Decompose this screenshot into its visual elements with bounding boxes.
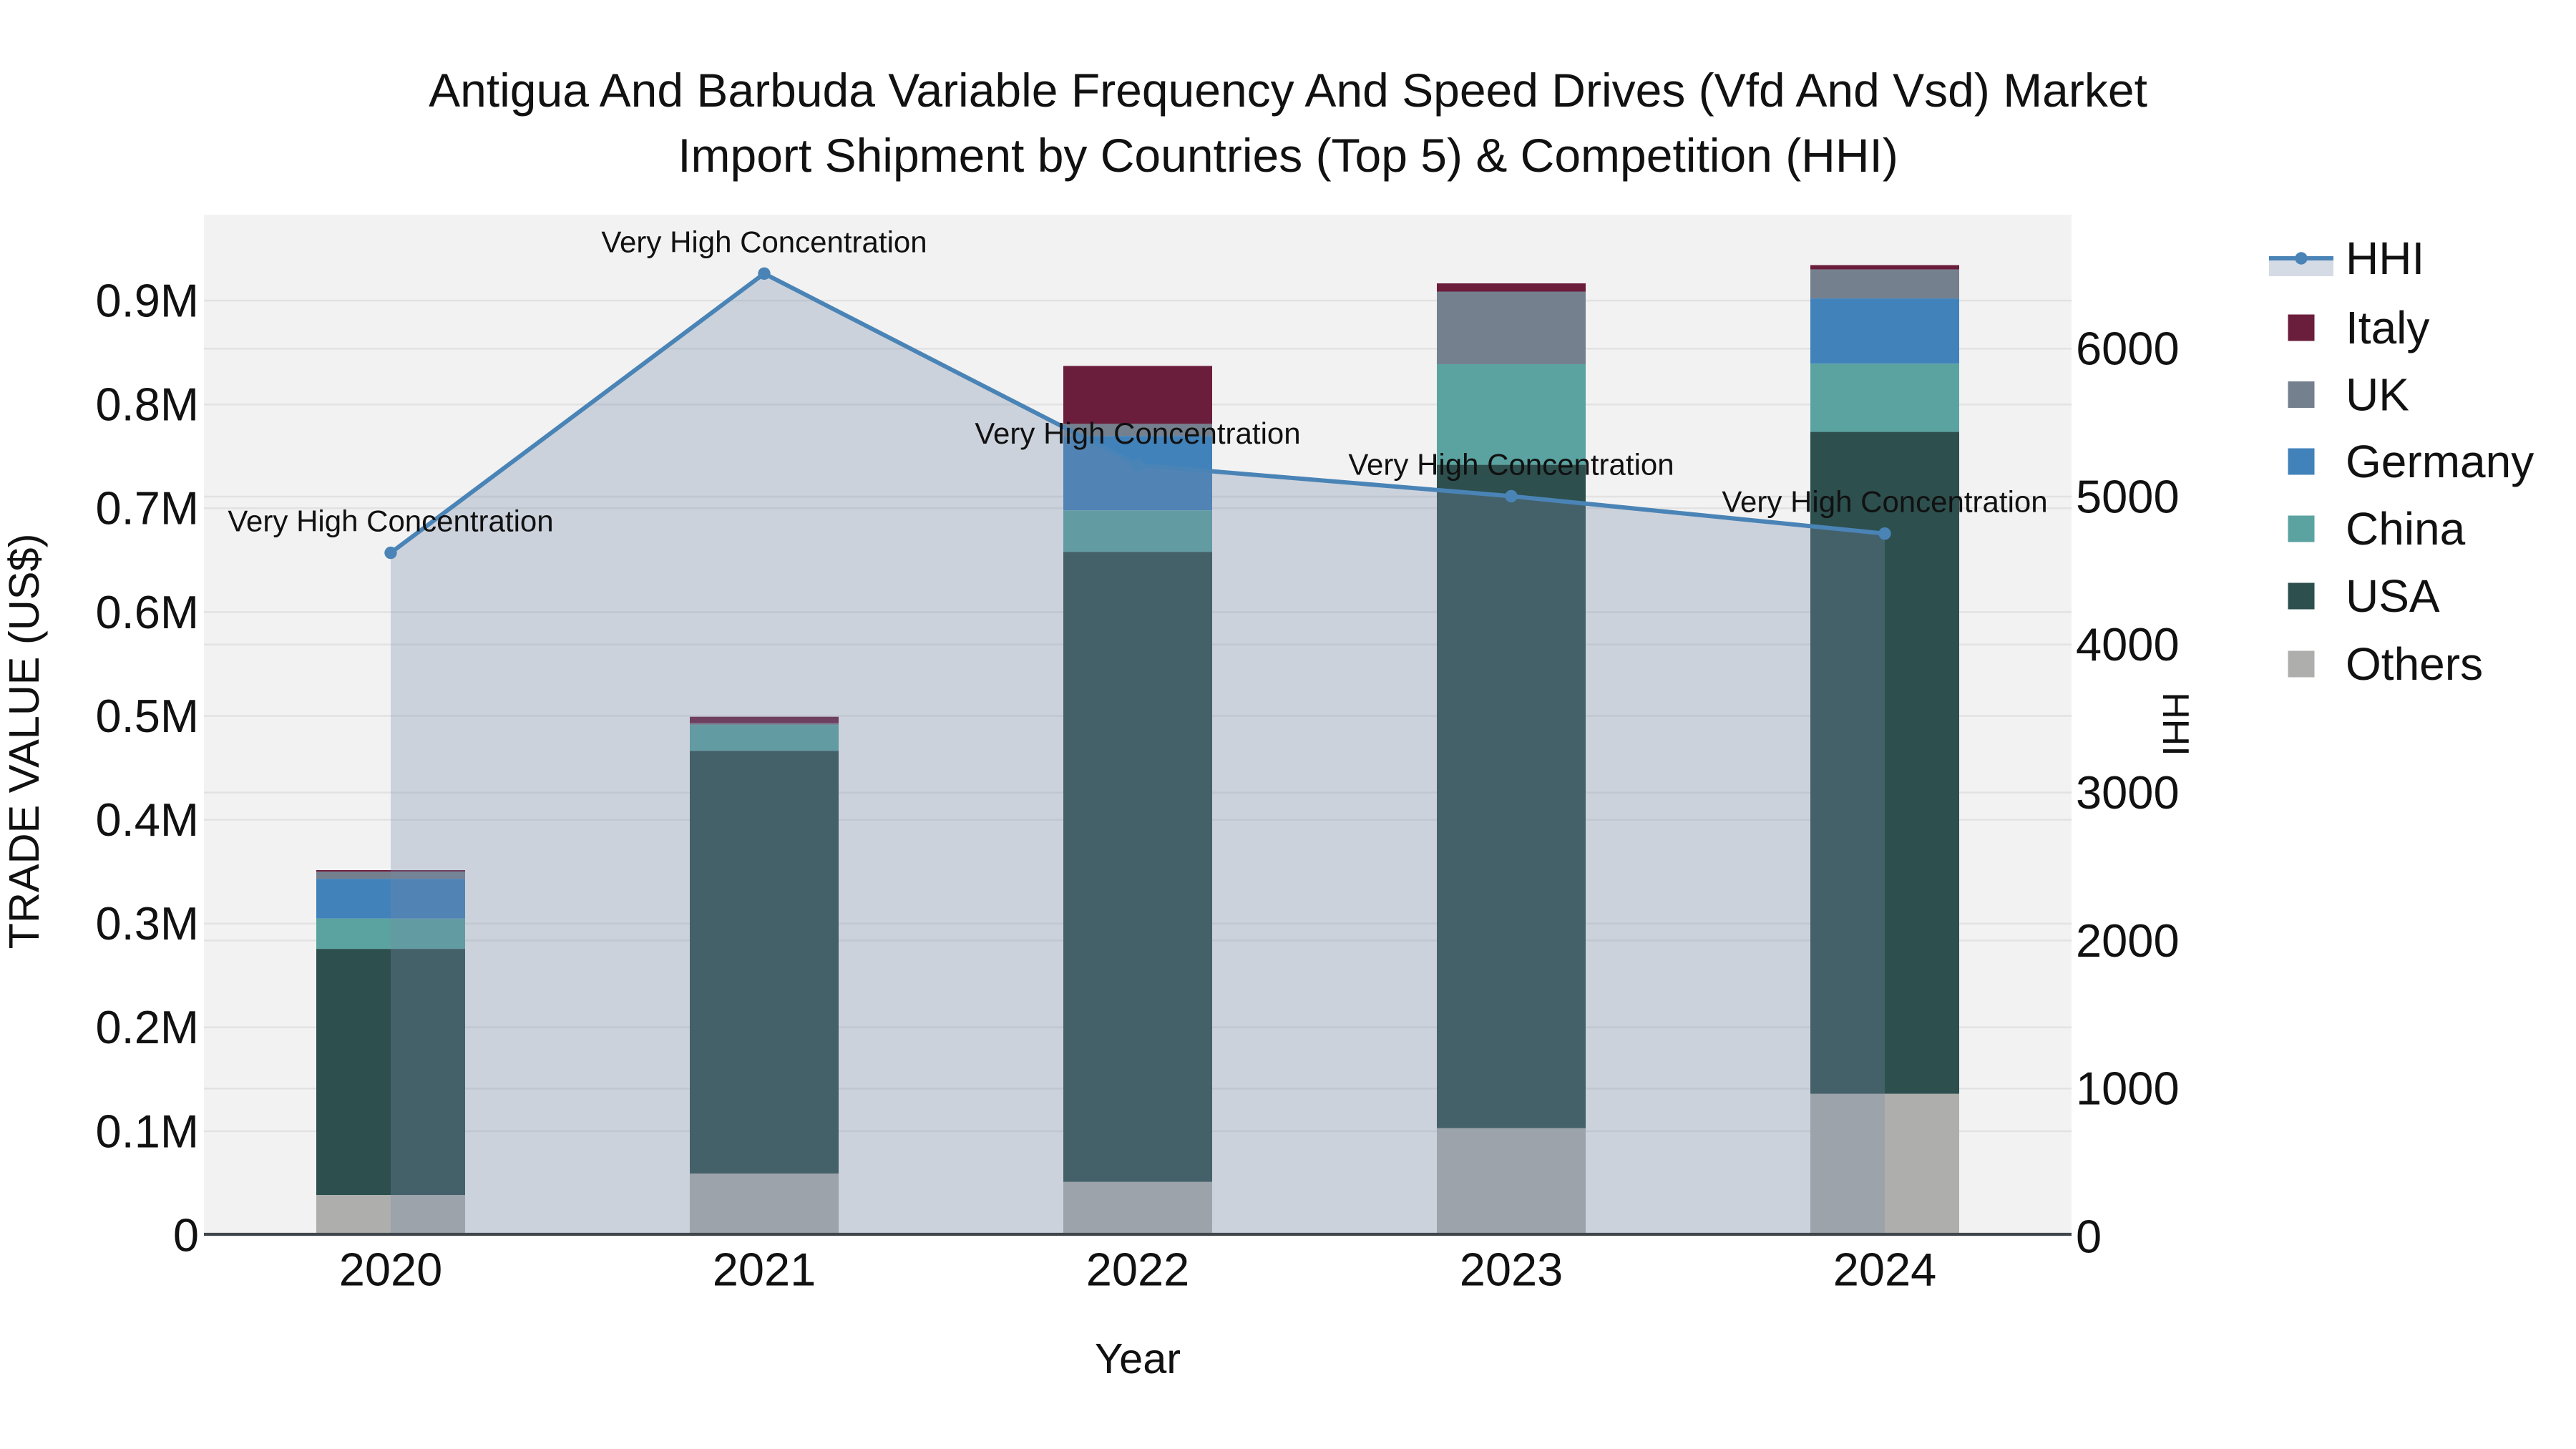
svg-text:4000: 4000 [2076,618,2180,670]
svg-text:1000: 1000 [2076,1063,2180,1115]
svg-text:2022: 2022 [1086,1244,1190,1296]
svg-text:2000: 2000 [2076,914,2180,967]
svg-text:Others: Others [2346,638,2483,690]
svg-text:Import Shipment by Countries (: Import Shipment by Countries (Top 5) & C… [678,129,1898,182]
svg-text:0.9M: 0.9M [95,275,199,327]
svg-text:0.1M: 0.1M [95,1105,199,1157]
svg-text:Antigua And Barbuda Variable F: Antigua And Barbuda Variable Frequency A… [429,64,2147,117]
svg-text:China: China [2346,503,2466,555]
svg-text:0: 0 [173,1209,199,1261]
svg-text:Very High Concentration: Very High Concentration [601,225,927,258]
svg-text:Very High Concentration: Very High Concentration [1722,485,2047,519]
svg-text:Very High Concentration: Very High Concentration [228,504,553,538]
svg-text:0.4M: 0.4M [95,794,199,846]
svg-text:2020: 2020 [339,1244,443,1296]
svg-text:UK: UK [2346,369,2409,421]
svg-text:0.6M: 0.6M [95,586,199,638]
svg-text:6000: 6000 [2076,323,2180,375]
svg-text:TRADE VALUE (US$): TRADE VALUE (US$) [0,534,48,950]
svg-text:2021: 2021 [713,1244,816,1296]
svg-text:5000: 5000 [2076,470,2180,522]
svg-text:0.3M: 0.3M [95,897,199,950]
svg-text:0.5M: 0.5M [95,690,199,742]
svg-text:HHI: HHI [2346,233,2424,284]
svg-text:Year: Year [1095,1335,1181,1382]
svg-text:3000: 3000 [2076,766,2180,819]
svg-text:Germany: Germany [2346,436,2534,487]
svg-text:0.7M: 0.7M [95,482,199,535]
svg-text:Very High Concentration: Very High Concentration [1348,447,1674,481]
svg-text:0: 0 [2076,1210,2102,1262]
svg-text:HHI: HHI [2155,692,2196,756]
svg-text:USA: USA [2346,570,2440,622]
svg-text:Very High Concentration: Very High Concentration [975,416,1300,450]
svg-text:Italy: Italy [2346,302,2429,353]
svg-text:0.8M: 0.8M [95,379,199,431]
svg-text:2024: 2024 [1833,1244,1937,1296]
svg-text:2023: 2023 [1460,1244,1563,1296]
svg-text:0.2M: 0.2M [95,1001,199,1053]
